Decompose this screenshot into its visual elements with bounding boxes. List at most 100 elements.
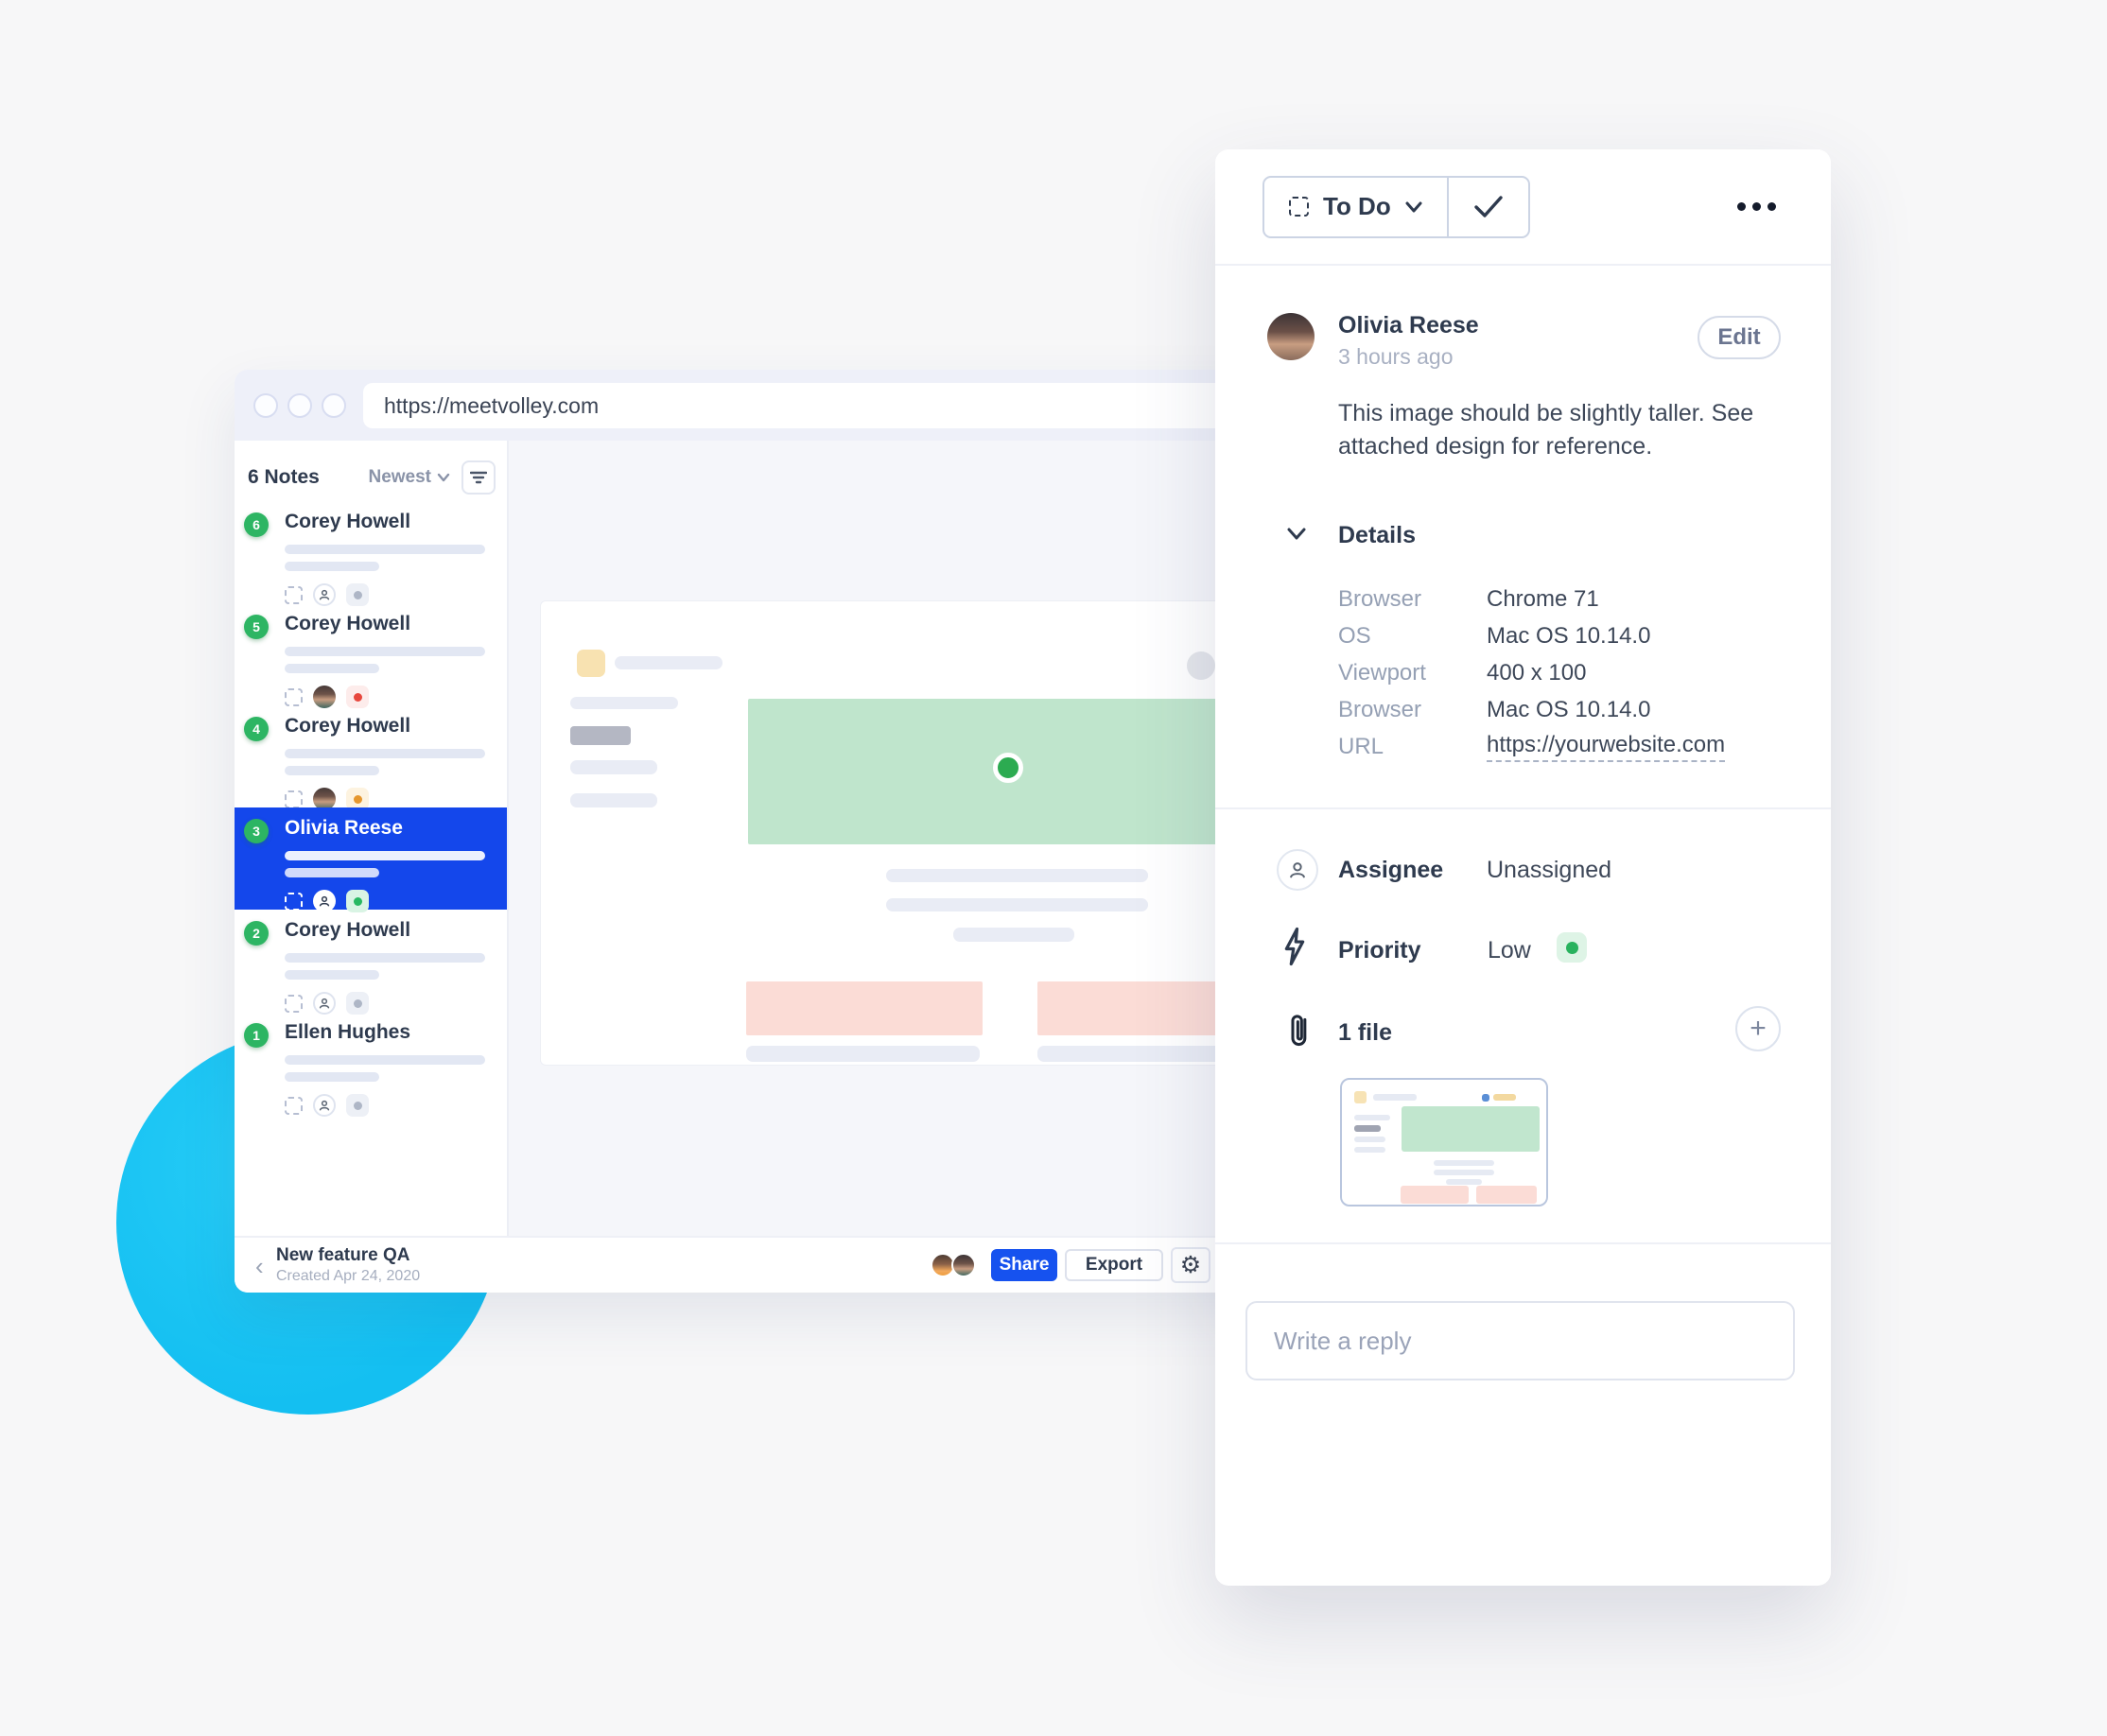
person-icon xyxy=(313,992,336,1015)
skeleton-line xyxy=(285,664,379,673)
skeleton-line xyxy=(285,868,379,877)
status-label: To Do xyxy=(1323,192,1391,220)
skeleton-line xyxy=(285,562,379,571)
window-maximize-icon[interactable] xyxy=(322,392,346,418)
skeleton-line xyxy=(285,1055,485,1065)
note-author: Corey Howell xyxy=(285,511,411,532)
status-dot-badge xyxy=(346,1094,369,1117)
divider xyxy=(1446,177,1449,236)
chevron-down-icon xyxy=(1405,201,1422,212)
details-section-title[interactable]: Details xyxy=(1338,522,1416,548)
ellipsis-icon xyxy=(1737,202,1746,211)
status-dot-badge xyxy=(346,992,369,1015)
thumb-line xyxy=(1354,1147,1385,1153)
crop-region-icon xyxy=(285,687,303,706)
detail-row: Viewport 400 x 100 xyxy=(1338,654,1725,691)
priority-value[interactable]: Low xyxy=(1488,937,1531,963)
crop-region-icon xyxy=(285,892,303,911)
note-item[interactable]: 5 Corey Howell xyxy=(235,603,507,708)
window-controls[interactable] xyxy=(253,392,346,418)
comment-timestamp: 3 hours ago xyxy=(1338,344,1454,369)
window-minimize-icon[interactable] xyxy=(287,392,312,418)
note-author: Ellen Hughes xyxy=(285,1021,411,1043)
mock-image-block xyxy=(1037,981,1236,1035)
chevron-down-icon xyxy=(437,473,450,482)
person-icon xyxy=(1277,849,1318,891)
note-number-badge: 3 xyxy=(244,819,269,843)
thumb-image-block xyxy=(1401,1186,1469,1204)
note-author: Corey Howell xyxy=(285,613,411,634)
detail-label: Browser xyxy=(1338,696,1422,722)
resolve-button[interactable] xyxy=(1449,178,1528,236)
export-button[interactable]: Export xyxy=(1065,1249,1163,1281)
person-icon xyxy=(313,1094,336,1117)
share-button[interactable]: Share xyxy=(991,1249,1057,1281)
crop-region-icon xyxy=(285,790,303,808)
filter-icon xyxy=(470,471,487,484)
mock-text-line xyxy=(953,928,1074,942)
mock-text-line xyxy=(570,697,678,709)
skeleton-line xyxy=(285,749,485,758)
mock-text-line xyxy=(1037,1046,1236,1062)
crop-region-icon xyxy=(285,585,303,604)
reply-input[interactable] xyxy=(1245,1301,1795,1380)
thumb-line xyxy=(1434,1160,1494,1166)
mock-logo xyxy=(577,650,605,677)
skeleton-line xyxy=(285,647,485,656)
detail-row: Browser Mac OS 10.14.0 xyxy=(1338,691,1725,728)
thumb-image-block xyxy=(1476,1186,1537,1204)
website-mockup xyxy=(540,600,1237,1066)
sort-label: Newest xyxy=(368,467,431,487)
note-item[interactable]: 6 Corey Howell xyxy=(235,501,507,606)
paperclip-icon xyxy=(1286,1010,1313,1051)
detail-row: URL https://yourwebsite.com xyxy=(1338,728,1726,765)
detail-url-link[interactable]: https://yourwebsite.com xyxy=(1487,732,1726,762)
note-number-badge: 5 xyxy=(244,615,269,639)
window-close-icon[interactable] xyxy=(253,392,278,418)
person-icon xyxy=(313,890,336,912)
panel-header: To Do xyxy=(1215,149,1831,266)
crop-region-icon xyxy=(1289,197,1309,217)
priority-color-badge xyxy=(1557,932,1587,963)
skeleton-line xyxy=(285,953,485,963)
divider xyxy=(1215,1242,1831,1244)
sort-dropdown[interactable]: Newest xyxy=(368,467,450,488)
assignee-label: Assignee xyxy=(1338,857,1444,883)
thumb-hero-image xyxy=(1402,1106,1540,1152)
note-number-badge: 4 xyxy=(244,717,269,741)
more-menu-button[interactable] xyxy=(1737,202,1776,211)
detail-label: OS xyxy=(1338,622,1371,649)
settings-button[interactable]: ⚙ xyxy=(1171,1247,1210,1283)
mock-avatar-circle xyxy=(1187,651,1215,680)
mock-image-block xyxy=(746,981,983,1035)
mock-hero-image xyxy=(748,699,1236,844)
crop-region-icon xyxy=(285,1096,303,1115)
note-number-badge: 2 xyxy=(244,921,269,946)
edit-button[interactable]: Edit xyxy=(1698,316,1781,359)
thumb-dot xyxy=(1482,1094,1489,1102)
status-dropdown[interactable]: To Do xyxy=(1264,178,1447,236)
green-dot xyxy=(1565,941,1578,954)
filter-button[interactable] xyxy=(461,460,496,495)
mock-text-line xyxy=(570,760,657,774)
details-table: Browser Chrome 71 OS Mac OS 10.14.0 View… xyxy=(1338,581,1726,765)
note-item[interactable]: 2 Corey Howell xyxy=(235,910,507,1015)
note-item[interactable]: 4 Corey Howell xyxy=(235,705,507,810)
assignee-value[interactable]: Unassigned xyxy=(1487,857,1612,883)
detail-value: 400 x 100 xyxy=(1487,659,1587,686)
attachment-thumbnail[interactable] xyxy=(1340,1078,1548,1207)
note-item[interactable]: 1 Ellen Hughes xyxy=(235,1012,507,1117)
detail-row: Browser Chrome 71 xyxy=(1338,581,1725,617)
sidebar-header: 6 Notes Newest xyxy=(235,441,507,501)
note-pin-marker[interactable] xyxy=(993,753,1023,783)
note-author: Corey Howell xyxy=(285,919,411,941)
thumb-line xyxy=(1354,1125,1381,1132)
back-chevron-icon[interactable]: ‹ xyxy=(255,1252,264,1280)
add-file-button[interactable]: + xyxy=(1735,1006,1781,1051)
thumb-line xyxy=(1476,1206,1535,1207)
collapse-chevron-icon[interactable] xyxy=(1287,528,1306,540)
priority-label: Priority xyxy=(1338,937,1421,963)
note-item-selected[interactable]: 3 Olivia Reese xyxy=(235,807,507,912)
status-dot-badge xyxy=(346,583,369,606)
thumb-line xyxy=(1493,1094,1516,1101)
